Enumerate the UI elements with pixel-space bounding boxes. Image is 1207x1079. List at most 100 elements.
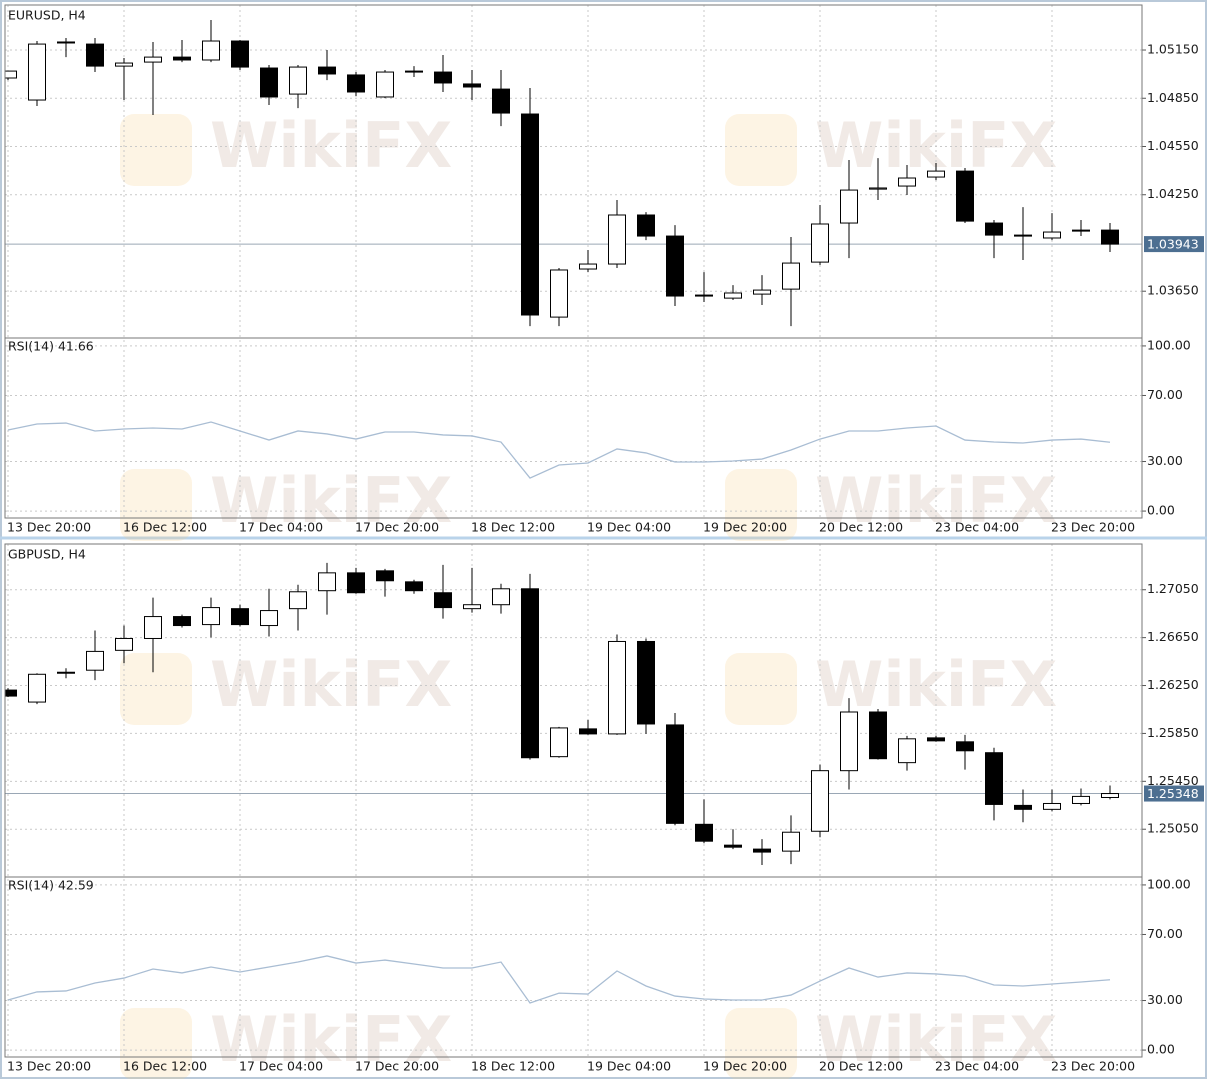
candle-body <box>811 770 829 832</box>
candle-body <box>637 640 655 725</box>
y-tick-label: 1.25450 <box>1147 773 1199 788</box>
candle-body <box>57 671 75 674</box>
candle-body <box>985 222 1003 236</box>
y-tick-label: 1.26250 <box>1147 677 1199 692</box>
rsi-label: RSI(14) 41.66 <box>8 339 94 354</box>
x-tick-label: 16 Dec 12:00 <box>123 1059 207 1074</box>
x-tick-label: 19 Dec 20:00 <box>703 520 787 535</box>
rsi-pane <box>4 337 1143 519</box>
candle-body <box>782 262 800 290</box>
candle-body <box>202 40 220 61</box>
x-tick-label: 19 Dec 04:00 <box>587 1059 671 1074</box>
rsi-tick-label: 30.00 <box>1147 992 1183 1007</box>
candle-body <box>115 637 133 651</box>
candle-body <box>86 43 104 67</box>
watermark: WikiFX <box>210 1003 452 1076</box>
candle-body <box>898 738 916 764</box>
watermark: WikiFX <box>210 464 452 537</box>
candle-body <box>57 41 75 44</box>
candle-body <box>28 43 46 101</box>
candle-body <box>550 269 568 318</box>
candle-body <box>86 650 104 671</box>
candle-body <box>173 56 191 61</box>
rsi-tick-label: 70.00 <box>1147 387 1183 402</box>
x-tick-label: 19 Dec 20:00 <box>703 1059 787 1074</box>
y-tick-label: 1.26650 <box>1147 629 1199 644</box>
candle-body <box>405 70 423 73</box>
y-tick-label: 1.27050 <box>1147 581 1199 596</box>
watermark-icon <box>725 653 797 725</box>
candle-body <box>434 592 452 609</box>
candle-body <box>840 189 858 224</box>
y-tick-label: 1.04250 <box>1147 186 1199 201</box>
rsi-label: RSI(14) 42.59 <box>8 878 94 893</box>
chart-title: EURUSD, H4 <box>8 8 86 23</box>
candle-body <box>1043 802 1061 810</box>
candle-body <box>695 294 713 297</box>
candle-body <box>869 711 887 760</box>
candle-body <box>231 40 249 68</box>
candle-body <box>521 588 539 759</box>
rsi-tick-label: 30.00 <box>1147 453 1183 468</box>
y-tick-label: 1.04550 <box>1147 138 1199 153</box>
candle-body <box>231 608 249 626</box>
candle-body <box>28 673 46 703</box>
rsi-tick-label: 0.00 <box>1147 1042 1175 1057</box>
y-tick-label: 1.03650 <box>1147 283 1199 298</box>
y-tick-label: 1.25850 <box>1147 725 1199 740</box>
x-tick-label: 20 Dec 12:00 <box>819 520 903 535</box>
rsi-pane <box>4 876 1143 1058</box>
candle-body <box>463 83 481 88</box>
candle-body <box>608 640 626 735</box>
x-tick-label: 17 Dec 20:00 <box>355 520 439 535</box>
candle-body <box>579 263 597 270</box>
candle-body <box>753 289 771 295</box>
candle-body <box>550 727 568 758</box>
x-tick-label: 16 Dec 12:00 <box>123 520 207 535</box>
watermark-icon <box>120 469 192 541</box>
x-tick-label: 17 Dec 04:00 <box>239 1059 323 1074</box>
candle-body <box>144 56 162 63</box>
candle-body <box>956 170 974 222</box>
candle-body <box>956 741 974 752</box>
candle-body <box>898 177 916 187</box>
candle-body <box>289 66 307 95</box>
candle-body <box>608 214 626 265</box>
x-tick-label: 20 Dec 12:00 <box>819 1059 903 1074</box>
y-tick-label: 1.04850 <box>1147 90 1199 105</box>
candle-body <box>724 844 742 848</box>
watermark-icon <box>725 469 797 541</box>
candle-body <box>1072 229 1090 232</box>
rsi-tick-label: 100.00 <box>1147 337 1191 352</box>
last-price-label: 1.25348 <box>1147 786 1199 801</box>
rsi-tick-label: 70.00 <box>1147 926 1183 941</box>
candle-body <box>115 62 133 67</box>
candle-body <box>1101 229 1119 245</box>
x-tick-label: 19 Dec 04:00 <box>587 520 671 535</box>
candle-body <box>5 70 17 79</box>
candle-body <box>202 607 220 626</box>
x-tick-label: 23 Dec 20:00 <box>1051 1059 1135 1074</box>
candle-body <box>463 604 481 610</box>
y-tick-label: 1.25050 <box>1147 821 1199 836</box>
candle-body <box>434 71 452 84</box>
candle-body <box>782 831 800 852</box>
watermark-icon <box>120 114 192 186</box>
x-tick-label: 13 Dec 20:00 <box>7 520 91 535</box>
candle-body <box>492 88 510 114</box>
candle-body <box>753 848 771 853</box>
plot <box>5 544 1142 1057</box>
rsi-tick-label: 100.00 <box>1147 876 1191 891</box>
candle-body <box>1014 234 1032 237</box>
candle-body <box>869 187 887 190</box>
rsi-tick-label: 0.00 <box>1147 503 1175 518</box>
x-tick-label: 23 Dec 04:00 <box>935 520 1019 535</box>
candle-body <box>927 170 945 178</box>
watermark: WikiFX <box>210 648 452 721</box>
candle-body <box>405 581 423 592</box>
last-price-box <box>1144 785 1204 802</box>
watermark: WikiFX <box>210 109 452 182</box>
candle-body <box>579 728 597 735</box>
